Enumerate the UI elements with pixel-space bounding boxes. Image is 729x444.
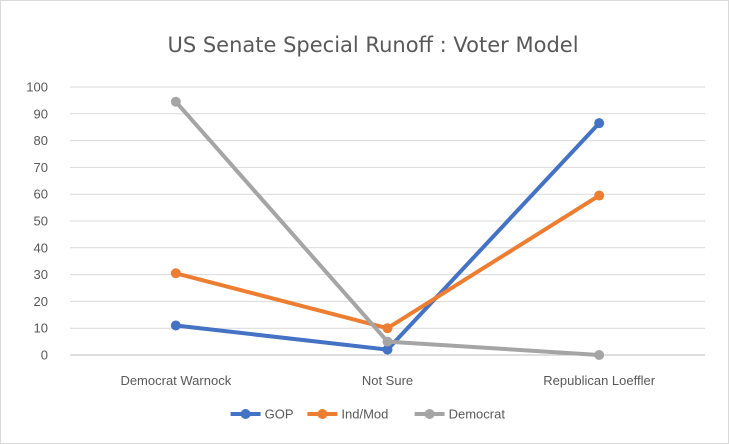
y-tick-label: 10 <box>34 321 48 336</box>
x-tick-label: Not Sure <box>362 373 413 388</box>
gridlines <box>70 86 705 356</box>
y-tick-label: 70 <box>34 160 48 175</box>
data-point <box>170 320 181 331</box>
data-point <box>170 96 181 107</box>
data-point <box>594 118 605 129</box>
chart-title: US Senate Special Runoff : Voter Model <box>167 33 578 57</box>
legend-marker <box>424 409 435 419</box>
series-group <box>170 96 605 360</box>
legend-marker <box>240 409 251 419</box>
series-line <box>173 99 602 357</box>
series-0 <box>170 118 605 355</box>
y-tick-label: 80 <box>34 133 48 148</box>
legend-label: GOP <box>265 407 294 422</box>
x-tick-label: Democrat Warnock <box>120 373 231 388</box>
data-point <box>594 190 605 201</box>
y-tick-label: 40 <box>34 240 48 255</box>
legend-marker <box>317 409 328 419</box>
series-1 <box>170 190 605 334</box>
y-tick-label: 30 <box>34 267 48 282</box>
series-line <box>173 193 602 331</box>
y-tick-label: 100 <box>26 80 48 95</box>
data-point <box>382 344 393 355</box>
legend: GOP Ind/Mod Democrat <box>230 407 506 422</box>
series-2 <box>170 96 605 360</box>
y-tick-label: 20 <box>34 294 48 309</box>
y-tick-label: 90 <box>34 106 48 121</box>
data-point <box>170 268 181 279</box>
data-point <box>382 323 393 334</box>
legend-label: Ind/Mod <box>341 407 388 422</box>
y-tick-label: 50 <box>34 214 48 229</box>
y-tick-label: 60 <box>34 187 48 202</box>
y-tick-label: 0 <box>41 348 48 363</box>
data-point <box>382 336 393 347</box>
x-axis-ticks: Democrat Warnock Not Sure Republican Loeff… <box>120 373 655 388</box>
x-tick-label: Republican Loeffler <box>543 373 655 388</box>
data-point <box>594 350 605 360</box>
legend-item: GOP <box>230 407 294 422</box>
legend-item: Ind/Mod <box>307 407 388 422</box>
y-axis-ticks: 0 10 20 30 40 50 60 70 80 90 100 <box>26 80 48 363</box>
legend-item: Democrat <box>414 407 506 422</box>
legend-label: Democrat <box>449 407 506 422</box>
